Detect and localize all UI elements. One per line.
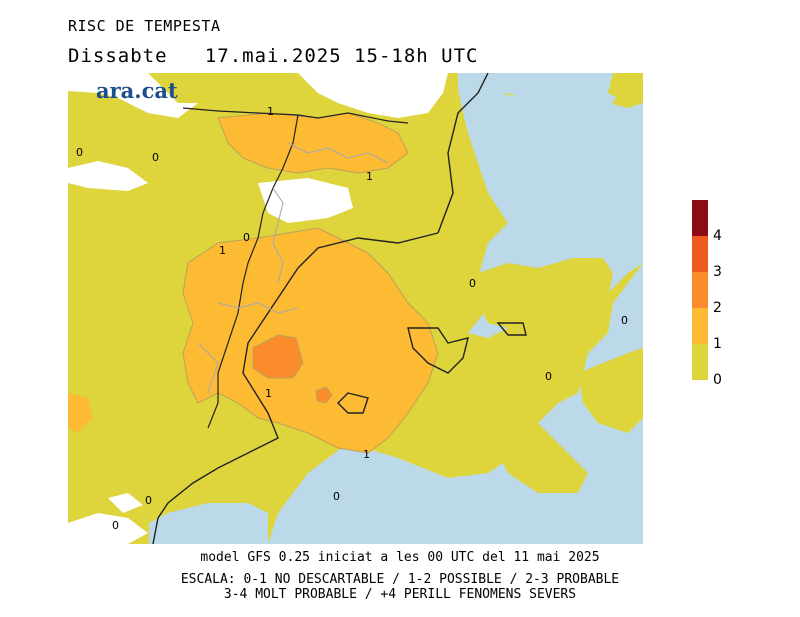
borders (182, 107, 409, 429)
legend-label: 0 (713, 372, 722, 388)
chart-title: RISC DE TEMPESTA (68, 17, 221, 35)
legend-swatch-3-4 (692, 236, 708, 272)
contour-label: 1 (265, 387, 272, 400)
legend-swatch-0-1 (692, 344, 708, 380)
scale-description-2: 3-4 MOLT PROBABLE / +4 PERILL FENOMENS S… (223, 587, 577, 602)
legend-label: 1 (713, 336, 722, 352)
legend-swatch-4plus (692, 200, 708, 236)
contour-labels: 0 0 1 0 1 1 0 0 0 1 1 0 0 0 (76, 105, 628, 532)
legend-label: 2 (713, 300, 722, 316)
contour-label: 0 (76, 146, 83, 159)
scale-description-1: ESCALA: 0-1 NO DESCARTABLE / 1-2 POSSIBL… (180, 572, 620, 587)
contour-label: 1 (366, 170, 373, 183)
contour-label: 0 (243, 231, 250, 244)
no-data-areas (68, 73, 448, 544)
contour-label: 1 (363, 448, 370, 461)
contour-label: 1 (219, 244, 226, 257)
contour-label: 0 (333, 490, 340, 503)
contour-label: 0 (152, 151, 159, 164)
region-borders (197, 142, 389, 394)
contour-label: 0 (621, 314, 628, 327)
coastline (152, 73, 527, 544)
risk-legend-scale (692, 200, 708, 380)
storm-risk-map: 0 0 1 0 1 1 0 0 0 1 1 0 0 0 (68, 73, 643, 544)
legend-swatch-2-3 (692, 272, 708, 308)
contour-label: 0 (145, 494, 152, 507)
sea-southwest (149, 503, 268, 544)
legend-label: 3 (713, 264, 722, 280)
legend-label: 4 (713, 228, 722, 244)
contour-label: 0 (112, 519, 119, 532)
risk-zone-2-3 (252, 334, 333, 404)
forecast-period: Dissabte 17.mai.2025 15-18h UTC (68, 45, 479, 67)
contour-label: 0 (545, 370, 552, 383)
land-patches (443, 73, 643, 493)
brand-logo[interactable]: ara.cat (96, 78, 178, 103)
model-info: model GFS 0.25 iniciat a les 00 UTC del … (200, 550, 600, 565)
risk-zone-1-2 (68, 112, 439, 454)
contour-label: 0 (469, 277, 476, 290)
legend-swatch-1-2 (692, 308, 708, 344)
contour-label: 1 (267, 105, 274, 118)
